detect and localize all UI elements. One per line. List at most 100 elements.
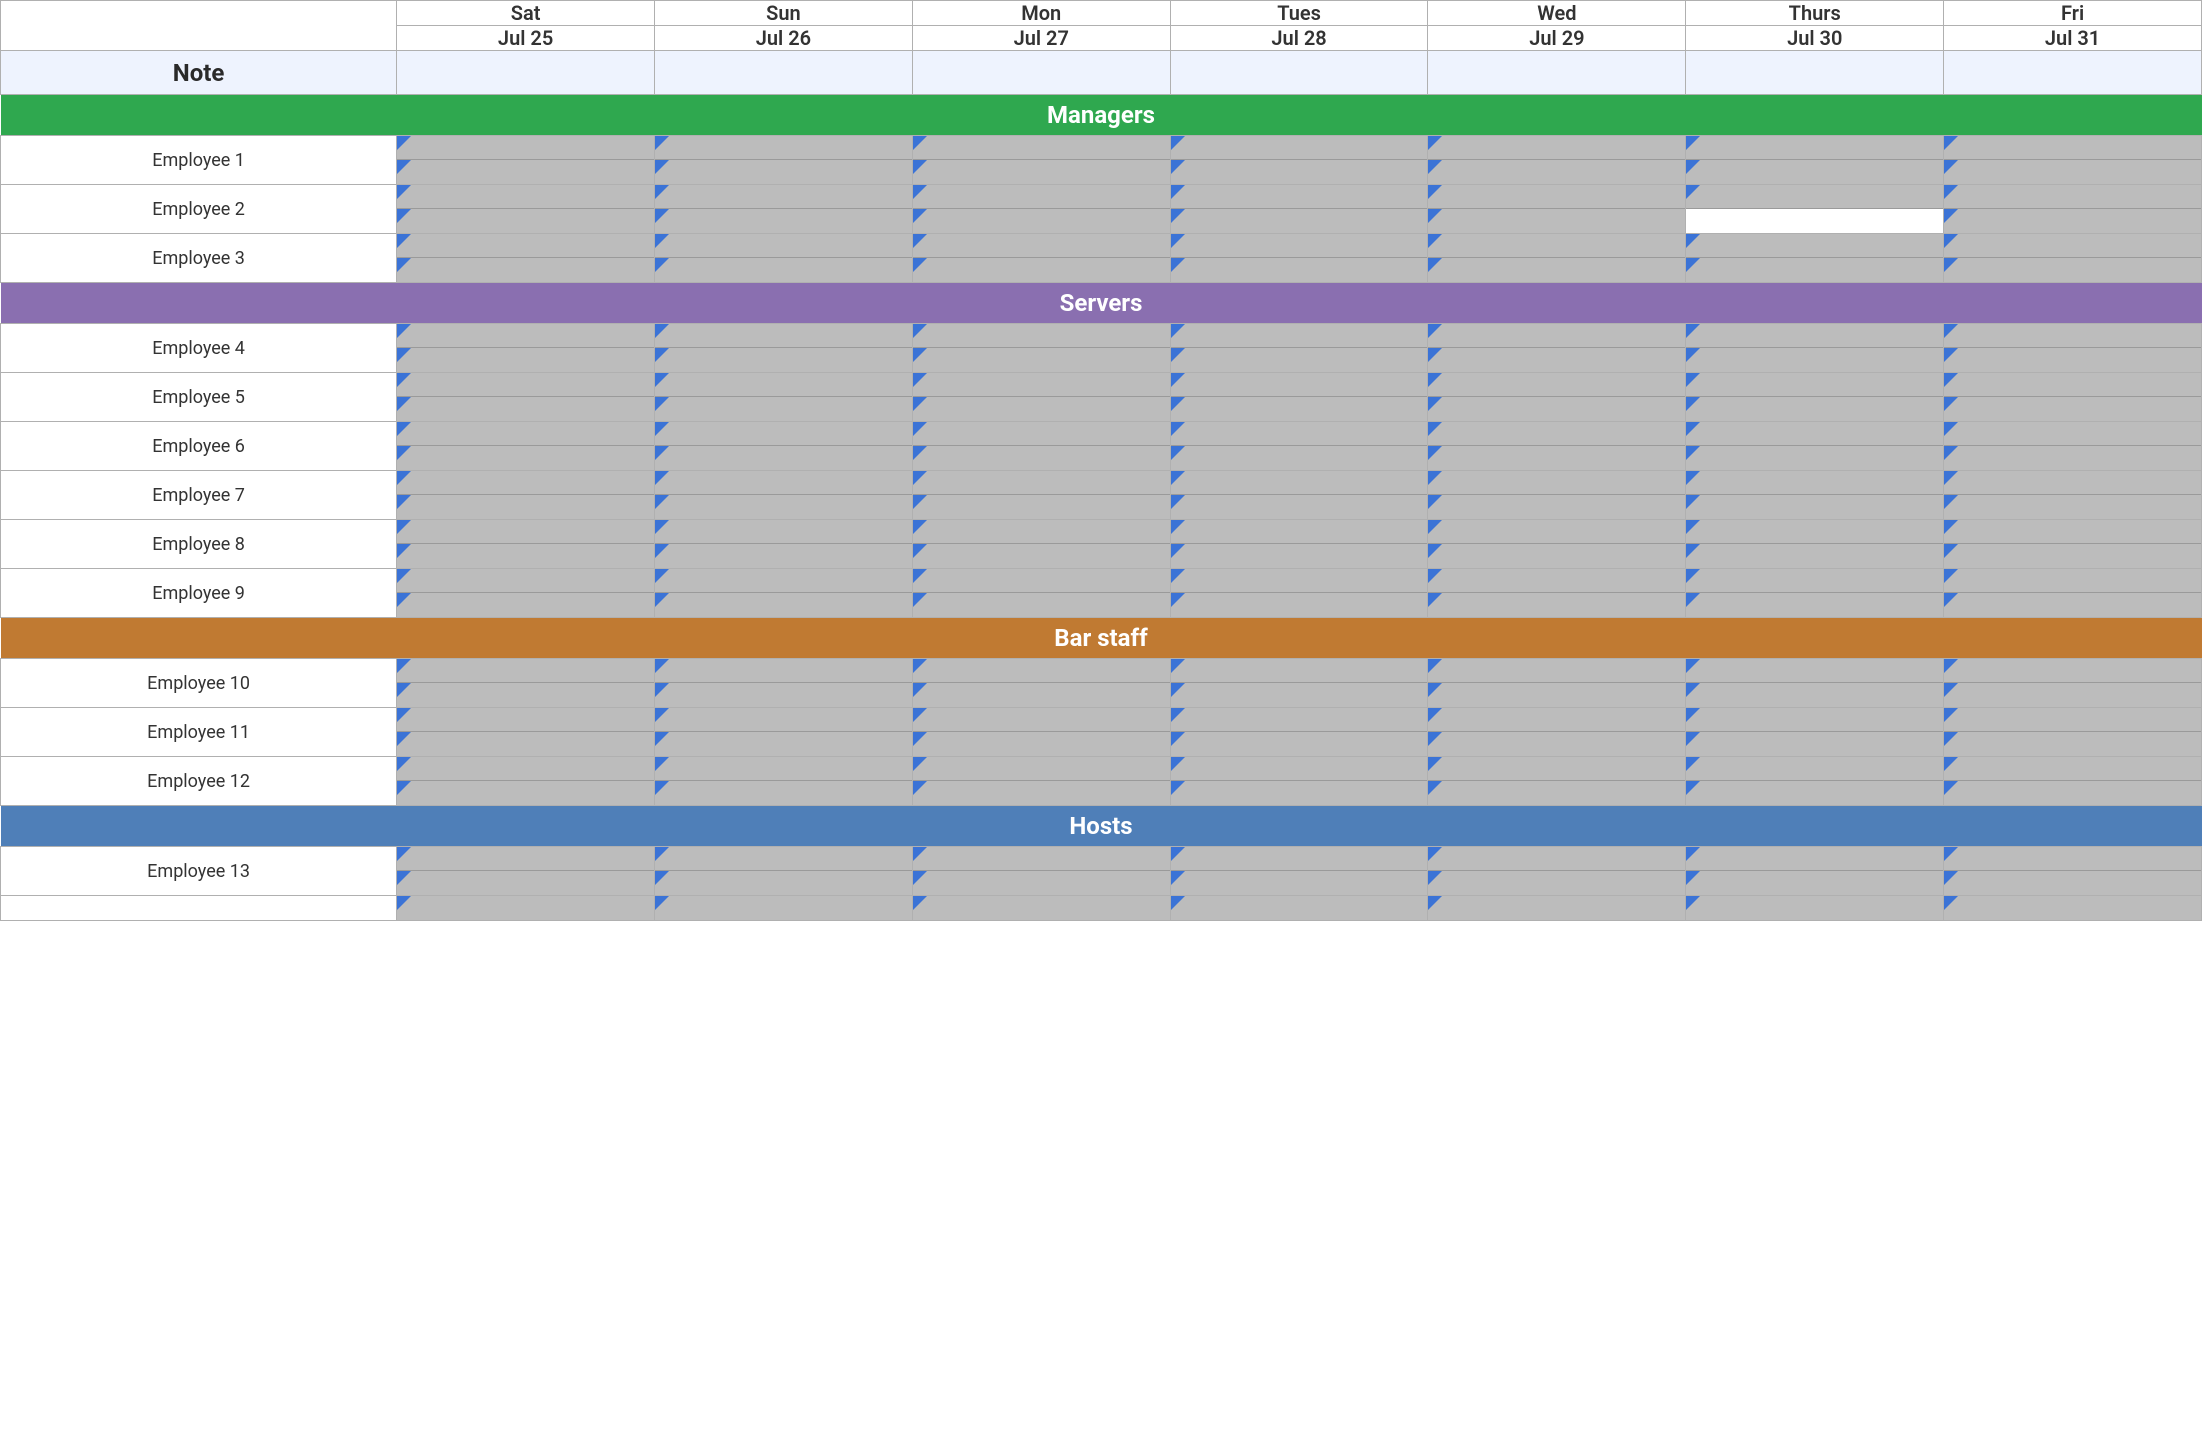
shift-half[interactable] (1171, 732, 1428, 756)
shift-half[interactable] (1944, 520, 2201, 544)
shift-cell[interactable] (912, 324, 1170, 373)
shift-half[interactable] (1428, 258, 1685, 282)
shift-half[interactable] (1686, 160, 1943, 184)
shift-half[interactable] (913, 544, 1170, 568)
shift-cell[interactable] (912, 569, 1170, 618)
shift-half[interactable] (1171, 847, 1428, 871)
shift-cell[interactable] (1170, 896, 1428, 921)
shift-half[interactable] (1686, 593, 1943, 617)
shift-half[interactable] (397, 209, 654, 233)
shift-half[interactable] (913, 732, 1170, 756)
shift-cell[interactable] (912, 520, 1170, 569)
shift-half[interactable] (913, 896, 1170, 920)
shift-half[interactable] (397, 847, 654, 871)
shift-cell[interactable] (1686, 520, 1944, 569)
shift-cell[interactable] (655, 569, 913, 618)
shift-half[interactable] (913, 209, 1170, 233)
shift-half[interactable] (1944, 258, 2201, 282)
shift-cell[interactable] (1428, 422, 1686, 471)
shift-cell[interactable] (1428, 708, 1686, 757)
shift-half[interactable] (1944, 495, 2201, 519)
shift-half[interactable] (1686, 495, 1943, 519)
shift-half[interactable] (1944, 209, 2201, 233)
shift-half[interactable] (1686, 373, 1943, 397)
shift-cell[interactable] (912, 234, 1170, 283)
shift-cell[interactable] (397, 422, 655, 471)
note-cell[interactable] (1170, 51, 1428, 95)
shift-half[interactable] (1428, 446, 1685, 470)
shift-half[interactable] (1686, 185, 1943, 209)
shift-cell[interactable] (912, 659, 1170, 708)
shift-half[interactable] (1428, 659, 1685, 683)
shift-half[interactable] (1171, 520, 1428, 544)
shift-half[interactable] (1686, 683, 1943, 707)
shift-half[interactable] (655, 781, 912, 805)
shift-half[interactable] (1944, 708, 2201, 732)
shift-half[interactable] (1171, 324, 1428, 348)
shift-half[interactable] (1944, 373, 2201, 397)
shift-half[interactable] (1944, 446, 2201, 470)
shift-half[interactable] (1944, 847, 2201, 871)
shift-half[interactable] (1171, 348, 1428, 372)
shift-cell[interactable] (912, 471, 1170, 520)
shift-half[interactable] (655, 185, 912, 209)
note-cell[interactable] (397, 51, 655, 95)
shift-cell[interactable] (912, 373, 1170, 422)
shift-half[interactable] (1171, 659, 1428, 683)
shift-half[interactable] (655, 324, 912, 348)
shift-cell[interactable] (912, 757, 1170, 806)
shift-half[interactable] (1428, 471, 1685, 495)
shift-half[interactable] (397, 896, 654, 920)
shift-cell[interactable] (1944, 422, 2202, 471)
shift-half[interactable] (1428, 732, 1685, 756)
note-cell[interactable] (1428, 51, 1686, 95)
shift-half[interactable] (1686, 234, 1943, 258)
shift-half[interactable] (913, 422, 1170, 446)
shift-half[interactable] (1686, 871, 1943, 895)
shift-cell[interactable] (1170, 757, 1428, 806)
shift-half[interactable] (397, 683, 654, 707)
shift-half[interactable] (655, 422, 912, 446)
shift-half[interactable] (1428, 422, 1685, 446)
shift-half[interactable] (1428, 185, 1685, 209)
shift-cell[interactable] (1428, 234, 1686, 283)
shift-half[interactable] (913, 258, 1170, 282)
shift-half[interactable] (655, 160, 912, 184)
shift-half[interactable] (1428, 520, 1685, 544)
shift-half[interactable] (1171, 258, 1428, 282)
shift-half[interactable] (913, 446, 1170, 470)
shift-half[interactable] (913, 569, 1170, 593)
shift-cell[interactable] (655, 324, 913, 373)
shift-cell[interactable] (1944, 708, 2202, 757)
shift-half[interactable] (397, 471, 654, 495)
shift-cell[interactable] (1428, 373, 1686, 422)
shift-half[interactable] (1686, 258, 1943, 282)
shift-half[interactable] (397, 324, 654, 348)
shift-cell[interactable] (1170, 847, 1428, 896)
shift-half[interactable] (1171, 708, 1428, 732)
shift-half[interactable] (913, 593, 1170, 617)
shift-half[interactable] (397, 871, 654, 895)
shift-cell[interactable] (1686, 373, 1944, 422)
shift-half[interactable] (1686, 136, 1943, 160)
shift-cell[interactable] (655, 896, 913, 921)
shift-cell[interactable] (912, 708, 1170, 757)
shift-half[interactable] (913, 185, 1170, 209)
shift-half[interactable] (1686, 708, 1943, 732)
shift-half[interactable] (1944, 544, 2201, 568)
shift-cell[interactable] (655, 185, 913, 234)
shift-cell[interactable] (655, 373, 913, 422)
shift-half[interactable] (1428, 847, 1685, 871)
shift-half[interactable] (397, 708, 654, 732)
shift-cell[interactable] (655, 847, 913, 896)
shift-half[interactable] (1686, 896, 1943, 920)
shift-cell[interactable] (1428, 324, 1686, 373)
shift-half[interactable] (1428, 160, 1685, 184)
shift-half[interactable] (1944, 871, 2201, 895)
shift-half[interactable] (655, 569, 912, 593)
shift-cell[interactable] (1170, 373, 1428, 422)
shift-cell[interactable] (1686, 185, 1944, 234)
shift-cell[interactable] (912, 422, 1170, 471)
shift-cell[interactable] (1944, 847, 2202, 896)
shift-half[interactable] (1428, 781, 1685, 805)
